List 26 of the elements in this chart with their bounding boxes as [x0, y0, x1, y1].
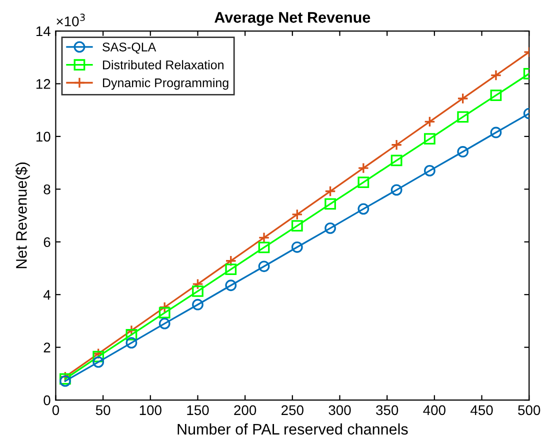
x-tick-label: 200 — [234, 405, 256, 416]
x-tick-label: 350 — [376, 405, 398, 416]
x-tick-label: 400 — [423, 405, 446, 416]
legend-label: Distributed Relaxation — [103, 60, 224, 70]
legend-label: Dynamic Programming — [103, 78, 228, 90]
chart-title: Average Net Revenue — [214, 12, 370, 26]
x-tick-label: 50 — [96, 405, 110, 416]
y-tick-label: 12 — [36, 79, 50, 89]
y-tick-label: 6 — [44, 237, 50, 248]
x-tick-label: 150 — [187, 405, 209, 416]
y-axis-title: Net Revenue($) — [15, 162, 30, 268]
y-tick-label: 0 — [44, 395, 50, 406]
y-tick-label: 4 — [43, 290, 50, 300]
legend-label: SAS-QLA — [102, 42, 156, 54]
y-tick-label: 8 — [44, 184, 50, 194]
y-tick-label: 10 — [36, 132, 50, 142]
x-axis-title: Number of PAL reserved channels — [178, 423, 408, 435]
text: ×10$^{3}$ — [56, 14, 85, 26]
y-tick-label: 14 — [36, 26, 50, 36]
x-tick-label: 300 — [328, 405, 351, 416]
x-tick-label: 250 — [282, 405, 304, 416]
y-tick-label: 2 — [44, 342, 50, 352]
x-tick-label: 100 — [140, 405, 162, 416]
x-tick-label: 450 — [470, 405, 493, 416]
x-tick-label: 500 — [518, 405, 540, 416]
x-tick-label: 0 — [52, 405, 60, 416]
